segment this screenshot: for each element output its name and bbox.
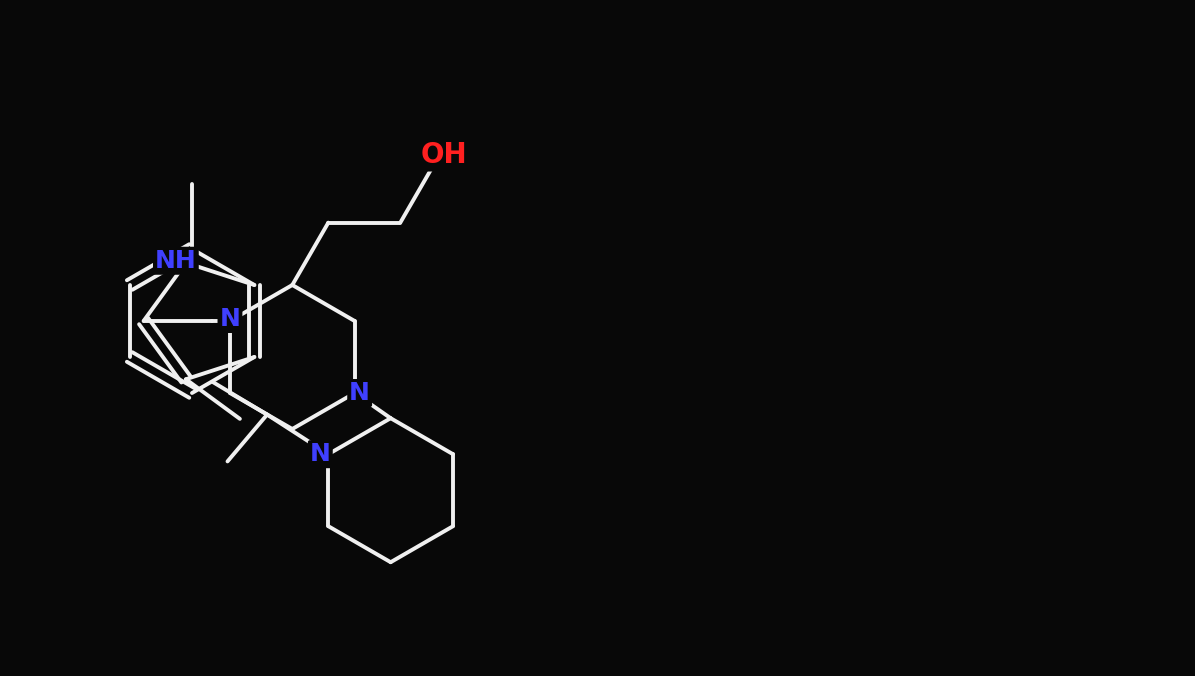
Text: N: N [220,307,240,331]
Text: OH: OH [421,141,467,169]
Text: NH: NH [155,249,197,272]
Text: N: N [310,442,331,466]
Text: N: N [349,381,370,405]
